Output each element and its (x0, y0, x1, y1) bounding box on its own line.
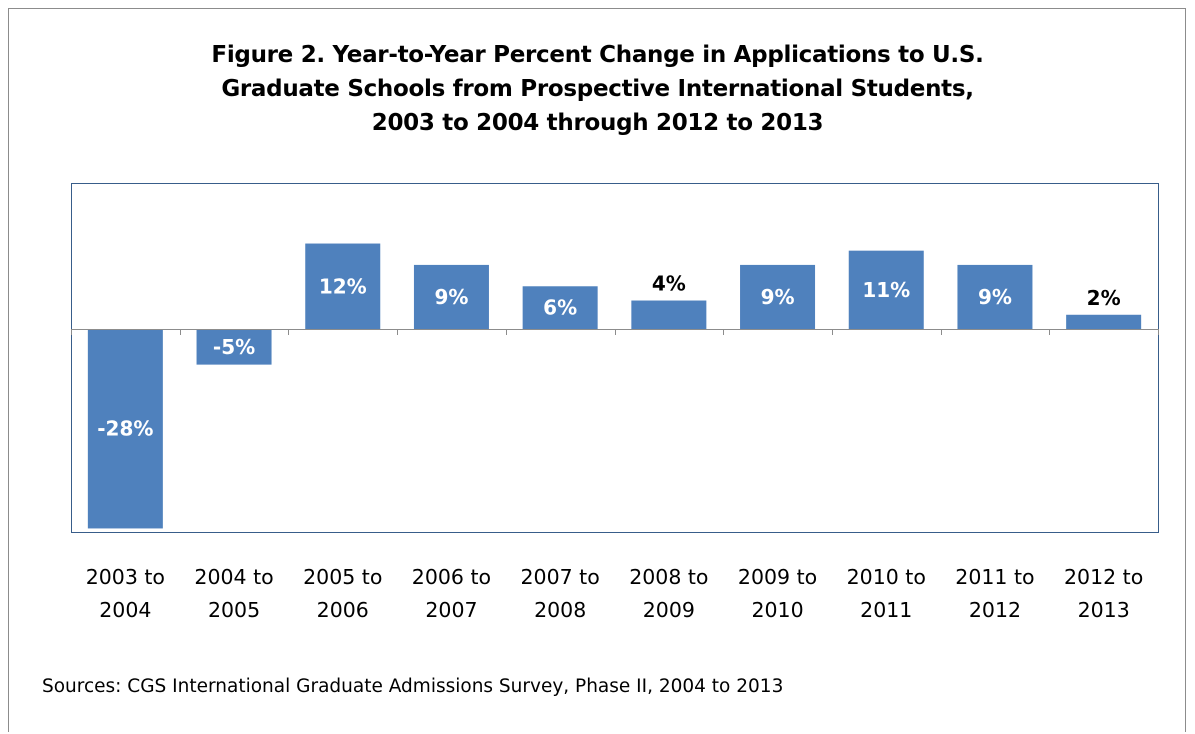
data-label-0: -28% (97, 417, 153, 441)
data-label-6: 9% (761, 285, 795, 309)
x-tick-label-6-line-1: 2009 to (738, 565, 817, 589)
x-tick-label-7-line-2: 2011 (860, 598, 912, 622)
x-tick-label-5-line-2: 2009 (643, 598, 695, 622)
bar-7 (848, 250, 924, 330)
x-tick-label-7-line-1: 2010 to (847, 565, 926, 589)
chart-frame (8, 8, 1186, 732)
bar-6 (740, 264, 816, 330)
bar-9 (1066, 314, 1142, 330)
x-tick-label-9-line-1: 2012 to (1064, 565, 1143, 589)
x-tick-label-4-line-2: 2008 (534, 598, 586, 622)
x-tick-label-0-line-2: 2004 (99, 598, 151, 622)
x-tick-label-3-line-1: 2006 to (412, 565, 491, 589)
data-label-5: 4% (652, 272, 686, 296)
x-tick-label-9-line-2: 2013 (1078, 598, 1130, 622)
title-line-3: 2003 to 2004 through 2012 to 2013 (371, 110, 824, 136)
x-tick-label-1-line-1: 2004 to (194, 565, 273, 589)
bar-5 (631, 300, 707, 330)
x-tick-label-2-line-2: 2006 (317, 598, 369, 622)
x-tick-label-5-line-1: 2008 to (629, 565, 708, 589)
data-label-2: 12% (319, 274, 367, 298)
data-label-3: 9% (434, 285, 468, 309)
bar-0 (87, 329, 163, 529)
source-note: Sources: CGS International Graduate Admi… (42, 676, 784, 697)
bar-1 (196, 329, 272, 365)
data-label-4: 6% (543, 296, 577, 320)
x-tick-label-2-line-1: 2005 to (303, 565, 382, 589)
bar-3 (413, 264, 489, 330)
bar-4 (522, 286, 598, 330)
data-label-9: 2% (1087, 286, 1121, 310)
chart-title: Figure 2. Year-to-Year Percent Change in… (0, 38, 1195, 140)
x-tick-label-1-line-2: 2005 (208, 598, 260, 622)
x-tick-label-3-line-2: 2007 (425, 598, 477, 622)
plot-area (71, 183, 1159, 533)
x-tick-label-6-line-2: 2010 (751, 598, 803, 622)
x-tick-label-8-line-2: 2012 (969, 598, 1021, 622)
data-label-1: -5% (213, 335, 255, 359)
x-tick-label-8-line-1: 2011 to (955, 565, 1034, 589)
bar-2 (305, 243, 381, 330)
data-label-7: 11% (862, 278, 910, 302)
title-line-1: Figure 2. Year-to-Year Percent Change in… (211, 42, 984, 68)
x-tick-label-4-line-1: 2007 to (521, 565, 600, 589)
bar-8 (957, 264, 1033, 330)
data-label-8: 9% (978, 285, 1012, 309)
x-tick-label-0-line-1: 2003 to (86, 565, 165, 589)
title-line-2: Graduate Schools from Prospective Intern… (221, 76, 974, 102)
